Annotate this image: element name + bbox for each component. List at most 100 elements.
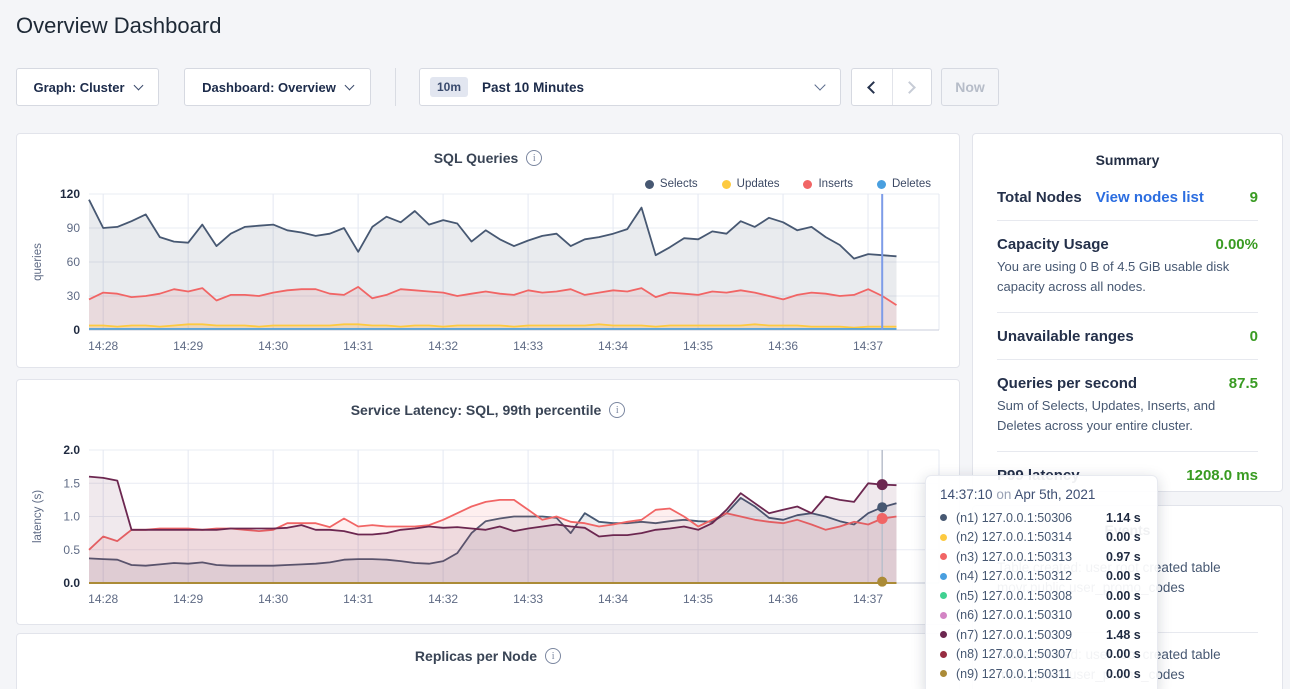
tooltip-node-row: (n3) 127.0.0.1:503130.97 s [940, 547, 1143, 567]
tooltip-node-row: (n4) 127.0.0.1:503120.00 s [940, 567, 1143, 587]
svg-text:14:34: 14:34 [598, 592, 628, 606]
info-icon[interactable]: i [609, 402, 625, 418]
tooltip-node-row: (n1) 127.0.0.1:503061.14 s [940, 508, 1143, 528]
graph-dropdown[interactable]: Graph: Cluster [16, 68, 159, 106]
svg-text:14:33: 14:33 [513, 339, 543, 353]
chevron-left-icon [867, 81, 880, 94]
svg-text:14:31: 14:31 [343, 339, 373, 353]
node-address: (n8) 127.0.0.1:50307 [956, 647, 1106, 661]
time-step-buttons [851, 68, 932, 106]
chevron-down-icon [344, 80, 354, 90]
svg-text:14:28: 14:28 [88, 592, 118, 606]
svg-text:14:35: 14:35 [683, 339, 713, 353]
node-color-dot [940, 534, 947, 541]
summary-description: You are using 0 B of 4.5 GiB usable disk… [997, 257, 1258, 302]
svg-text:90: 90 [67, 221, 81, 235]
node-color-dot [940, 553, 947, 560]
node-address: (n5) 127.0.0.1:50308 [956, 589, 1106, 603]
svg-text:14:33: 14:33 [513, 592, 543, 606]
latency-chart[interactable]: 2.01.51.00.50.014:2814:2914:3014:3114:32… [25, 442, 953, 612]
chart-hover-tooltip: 14:37:10 on Apr 5th, 2021 (n1) 127.0.0.1… [925, 475, 1158, 689]
node-address: (n7) 127.0.0.1:50309 [956, 628, 1106, 642]
svg-text:1.0: 1.0 [63, 510, 80, 524]
svg-text:14:29: 14:29 [173, 339, 203, 353]
node-address: (n9) 127.0.0.1:50311 [956, 667, 1106, 681]
svg-text:14:28: 14:28 [88, 339, 118, 353]
svg-text:14:30: 14:30 [258, 339, 288, 353]
svg-text:14:29: 14:29 [173, 592, 203, 606]
chevron-down-icon [814, 79, 825, 90]
node-color-dot [940, 670, 947, 677]
node-color-dot [940, 612, 947, 619]
now-button[interactable]: Now [941, 68, 999, 106]
node-latency-value: 0.00 s [1106, 608, 1141, 622]
node-color-dot [940, 514, 947, 521]
node-color-dot [940, 631, 947, 638]
sql-queries-chart[interactable]: 120 90 60 30 0 14:28 14:29 14:30 14:31 14:32 14:33… [25, 184, 953, 360]
node-color-dot [940, 573, 947, 580]
summary-label: Total Nodes [997, 189, 1082, 206]
summary-row: Capacity Usage 0.00% [997, 221, 1258, 257]
graph-dropdown-label: Graph: Cluster [33, 80, 124, 95]
tooltip-node-row: (n9) 127.0.0.1:503110.00 s [940, 664, 1143, 684]
svg-text:1.5: 1.5 [63, 476, 80, 490]
summary-value: 1208.0 ms [1186, 467, 1258, 484]
node-address: (n3) 127.0.0.1:50313 [956, 550, 1106, 564]
time-range-label: Past 10 Minutes [482, 80, 816, 95]
info-icon[interactable]: i [545, 648, 561, 664]
chart-title: Replicas per Node [415, 648, 537, 664]
svg-text:14:31: 14:31 [343, 592, 373, 606]
summary-value: 0.00% [1215, 236, 1258, 253]
summary-label: Queries per second [997, 375, 1137, 392]
summary-card: Summary Total NodesView nodes list9Capac… [972, 133, 1283, 492]
tooltip-node-row: (n2) 127.0.0.1:503140.00 s [940, 528, 1143, 548]
sql-queries-card: SQL Queries i SelectsUpdatesInsertsDelet… [16, 133, 960, 368]
prev-time-button[interactable] [852, 69, 892, 105]
summary-row: Unavailable ranges0 [997, 313, 1258, 349]
summary-label: Capacity Usage [997, 236, 1109, 253]
tooltip-node-row: (n5) 127.0.0.1:503080.00 s [940, 586, 1143, 606]
next-time-button[interactable] [892, 69, 932, 105]
info-icon[interactable]: i [526, 150, 542, 166]
summary-value: 9 [1250, 189, 1258, 206]
svg-text:latency (s): latency (s) [32, 490, 44, 543]
replicas-card: Replicas per Node i [16, 633, 960, 689]
chart-title: Service Latency: SQL, 99th percentile [351, 402, 602, 418]
svg-text:queries: queries [32, 243, 44, 281]
svg-text:0: 0 [73, 323, 80, 337]
svg-text:60: 60 [67, 255, 81, 269]
node-latency-value: 0.00 s [1106, 667, 1141, 681]
svg-text:0.5: 0.5 [63, 543, 80, 557]
svg-text:14:32: 14:32 [428, 339, 458, 353]
chevron-right-icon [903, 81, 916, 94]
svg-text:0.0: 0.0 [63, 576, 80, 590]
svg-text:14:34: 14:34 [598, 339, 628, 353]
svg-text:14:36: 14:36 [768, 592, 798, 606]
node-color-dot [940, 651, 947, 658]
tooltip-timestamp: 14:37:10 on Apr 5th, 2021 [940, 487, 1143, 502]
svg-text:14:37: 14:37 [853, 592, 883, 606]
time-range-badge: 10m [430, 77, 468, 97]
summary-row: Total Nodes View nodes list 9 [997, 174, 1258, 210]
chevron-down-icon [133, 80, 143, 90]
toolbar-divider [395, 68, 396, 106]
time-range-selector[interactable]: 10m Past 10 Minutes [419, 68, 841, 106]
dashboard-dropdown[interactable]: Dashboard: Overview [184, 68, 371, 106]
summary-row: Queries per second87.5 [997, 360, 1258, 396]
node-latency-value: 0.00 s [1106, 647, 1141, 661]
node-address: (n4) 127.0.0.1:50312 [956, 569, 1106, 583]
svg-text:14:32: 14:32 [428, 592, 458, 606]
latency-card: Service Latency: SQL, 99th percentile i … [16, 379, 960, 625]
svg-text:120: 120 [60, 187, 80, 201]
node-color-dot [940, 592, 947, 599]
dashboard-dropdown-label: Dashboard: Overview [202, 80, 336, 95]
chart-title: SQL Queries [434, 150, 519, 166]
svg-text:30: 30 [67, 289, 81, 303]
view-nodes-list-link[interactable]: View nodes list [1096, 189, 1204, 206]
tooltip-node-row: (n6) 127.0.0.1:503100.00 s [940, 606, 1143, 626]
svg-text:2.0: 2.0 [63, 443, 80, 457]
svg-text:14:35: 14:35 [683, 592, 713, 606]
summary-label: Unavailable ranges [997, 328, 1134, 345]
node-latency-value: 0.97 s [1106, 550, 1141, 564]
node-latency-value: 1.14 s [1106, 511, 1141, 525]
